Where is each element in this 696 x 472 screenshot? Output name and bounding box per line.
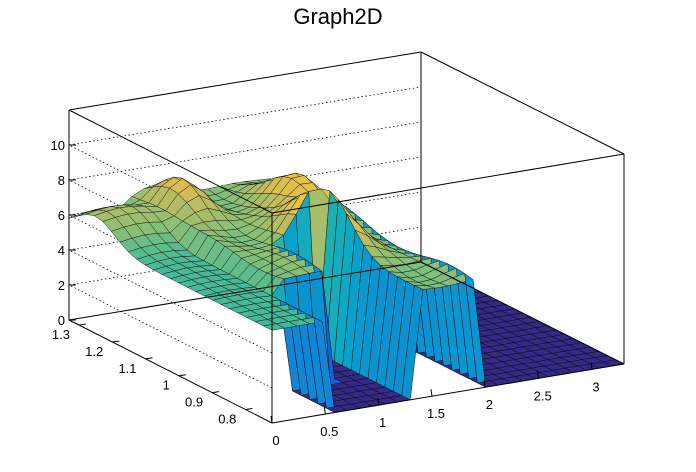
- x-tick: [270, 415, 273, 424]
- x-tick: [377, 398, 380, 406]
- y-tick-label: 0.8: [218, 411, 236, 426]
- frame-edge: [271, 153, 625, 214]
- frame-edge: [68, 319, 273, 424]
- y-tick-label: 1.3: [52, 327, 70, 342]
- x-tick-label: 0: [272, 433, 279, 448]
- x-tick: [430, 389, 433, 397]
- frame-edge: [420, 261, 625, 365]
- frame-lines: [68, 51, 625, 424]
- x-tick-label: 1.5: [427, 406, 445, 421]
- grid-line: [67, 121, 422, 284]
- grid-line: [67, 86, 422, 249]
- frame-edge: [271, 363, 625, 424]
- frame-edge: [68, 109, 273, 214]
- z-tick-label: 4: [58, 243, 65, 258]
- z-tick-label: 10: [51, 138, 65, 153]
- y-tick-label: 1.2: [85, 344, 103, 359]
- y-tick-label: 1.1: [118, 361, 136, 376]
- z-tick-label: 8: [58, 173, 65, 188]
- x-tick-label: 3: [592, 379, 599, 394]
- x-tick-label: 0.5: [320, 424, 338, 439]
- y-tick-label: 1: [163, 378, 170, 393]
- y-tick-label: 0.9: [185, 395, 203, 410]
- frame-edge: [68, 51, 422, 111]
- x-tick-label: 2: [486, 397, 493, 412]
- surface-mesh: [68, 172, 625, 413]
- y-tick: [212, 391, 220, 394]
- x-tick: [590, 362, 593, 370]
- x-tick: [483, 380, 486, 388]
- frame-edge: [68, 261, 422, 321]
- y-tick: [245, 407, 253, 410]
- y-tick: [145, 357, 153, 360]
- y-tick: [78, 323, 87, 326]
- x-tick: [537, 371, 540, 379]
- z-tick-label: 0: [58, 313, 65, 328]
- z-tick-label: 2: [58, 278, 65, 293]
- y-tick: [178, 374, 186, 377]
- x-tick: [323, 406, 326, 415]
- frame-edge: [420, 51, 625, 155]
- y-tick: [112, 340, 120, 343]
- z-tick-label: 6: [58, 208, 65, 223]
- x-tick-label: 1: [379, 415, 386, 430]
- chart-title: Graph2D: [293, 4, 382, 29]
- x-tick-label: 2.5: [534, 388, 552, 403]
